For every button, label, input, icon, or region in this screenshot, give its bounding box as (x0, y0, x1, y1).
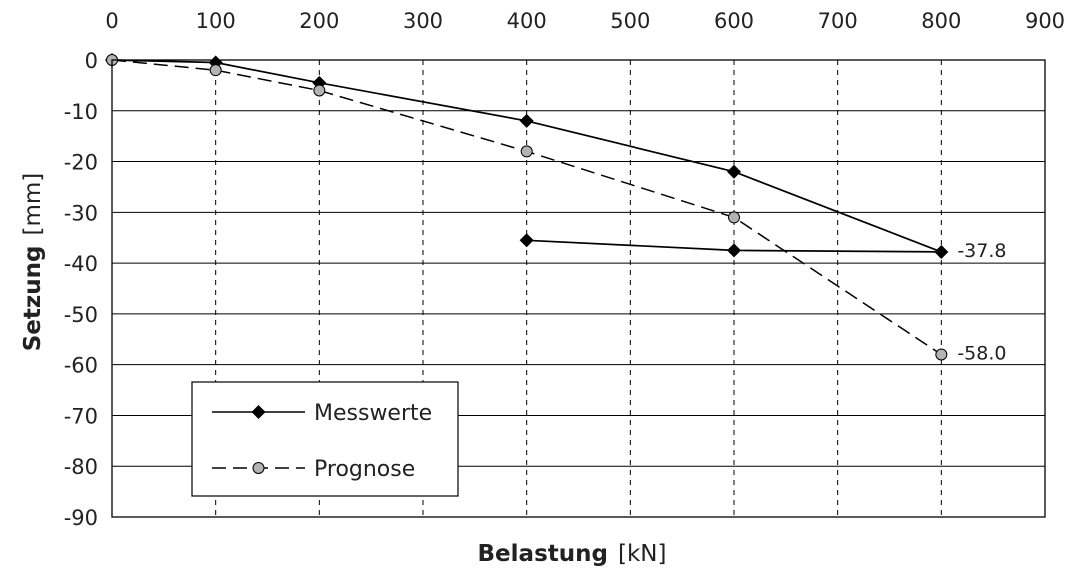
plot-frame (111, 59, 1046, 518)
data-point-prognose (935, 348, 948, 361)
data-point-prognose (520, 145, 533, 158)
data-point-prognose (313, 84, 326, 97)
x-tick-label: 0 (105, 9, 118, 33)
x-tick-label: 700 (818, 9, 858, 33)
x-tick-label: 300 (403, 9, 443, 33)
y-axis-label: Setzung (20, 246, 46, 352)
x-tick-label: 900 (1025, 9, 1065, 33)
series-markers (105, 53, 949, 361)
legend-label-messwerte: Messwerte (314, 401, 432, 426)
x-tick-label: 200 (299, 9, 339, 33)
y-tick-label: -50 (64, 303, 98, 327)
data-label: -37.8 (957, 240, 1006, 262)
legend-marker-messwerte (251, 405, 266, 419)
data-label: -58.0 (957, 343, 1006, 365)
y-tick-label: 0 (85, 49, 98, 73)
annotations: -37.8 -58.0 (957, 240, 1006, 365)
x-axis-label: Belastung (478, 541, 608, 567)
data-point-prognose (728, 211, 740, 224)
series-line-messwerte (111, 59, 942, 253)
x-tick-label: 600 (714, 9, 754, 33)
tick-labels: 0 100 200 300 400 500 600 700 800 900 0 -10 -20 -30 -4… (64, 9, 1065, 530)
data-point-prognose (209, 64, 222, 77)
y-tick-label: -90 (64, 506, 98, 530)
svg-text:Setzung[mm]: Setzung [mm] (20, 173, 46, 352)
legend-label-prognose: Prognose (314, 457, 415, 482)
data-point-messwerte (519, 233, 534, 248)
x-tick-label: 100 (196, 9, 236, 33)
y-tick-label: -40 (64, 252, 98, 276)
x-axis-title: Belastung [kN] (478, 541, 667, 567)
y-tick-label: -80 (64, 455, 98, 479)
legend-marker-prognose (252, 462, 265, 474)
x-axis-unit: [kN] (618, 541, 666, 567)
y-axis-unit: [mm] (20, 173, 46, 236)
data-point-messwerte (519, 113, 534, 128)
x-tick-label: 400 (507, 9, 547, 33)
y-tick-label: -60 (64, 354, 98, 378)
x-tick-label: 500 (610, 9, 650, 33)
data-point-messwerte (727, 243, 741, 258)
series-lines (111, 59, 942, 356)
y-tick-label: -20 (64, 151, 98, 175)
data-point-messwerte (727, 164, 741, 179)
series-line-prognose (111, 59, 942, 356)
legend: Messwerte Prognose (191, 381, 459, 497)
y-tick-label: -10 (64, 100, 98, 124)
x-tick-label: 800 (921, 9, 961, 33)
y-tick-label: -30 (64, 201, 98, 225)
data-point-messwerte (934, 244, 949, 259)
legend-box (191, 381, 459, 497)
y-tick-label: -70 (64, 404, 98, 428)
y-axis-title: Setzung [mm] (20, 173, 46, 352)
